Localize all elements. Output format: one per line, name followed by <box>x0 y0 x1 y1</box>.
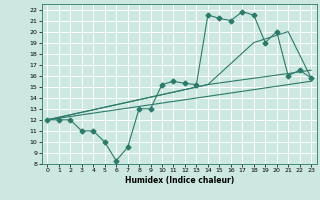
X-axis label: Humidex (Indice chaleur): Humidex (Indice chaleur) <box>124 176 234 185</box>
